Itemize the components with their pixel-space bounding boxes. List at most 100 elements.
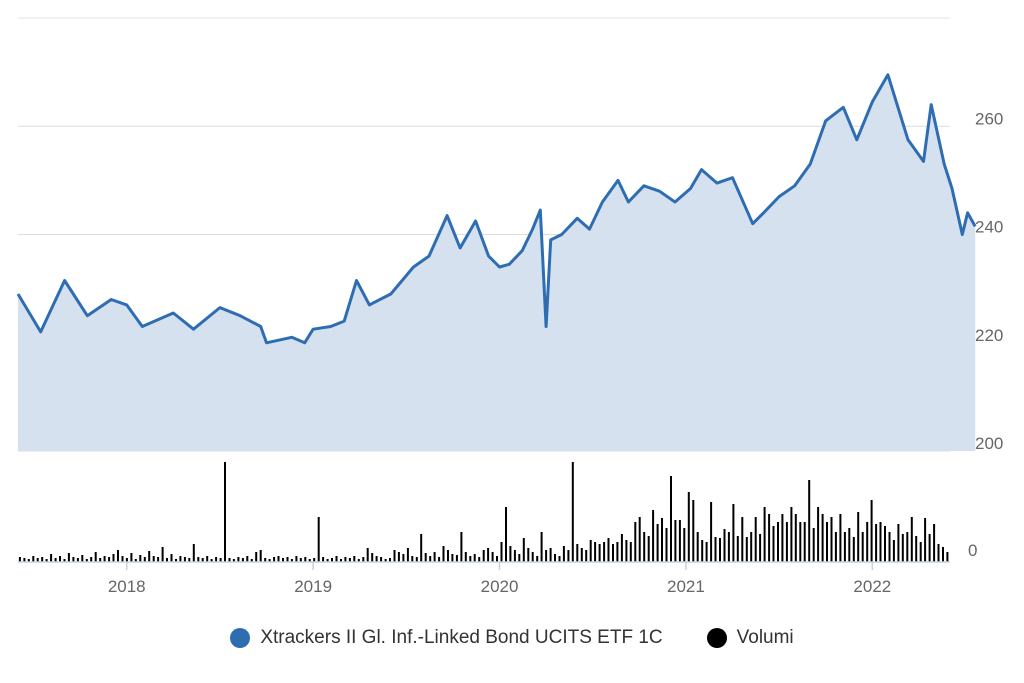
volume-bar [527, 548, 530, 562]
volume-bar [112, 554, 115, 562]
volume-bar [545, 550, 548, 562]
volume-bar [255, 552, 258, 562]
volume-bar [397, 552, 400, 562]
volume-bar [286, 557, 289, 562]
volume-bar [290, 559, 293, 562]
volume-bar [322, 557, 325, 562]
volume-bar [558, 556, 561, 562]
x-tick-label: 2022 [853, 577, 891, 596]
volume-bar [625, 540, 628, 562]
volume-bar [219, 558, 222, 562]
legend-item-etf[interactable]: Xtrackers II Gl. Inf.-Linked Bond UCITS … [230, 627, 663, 649]
volume-bar [870, 500, 873, 562]
volume-bar [27, 559, 30, 562]
volume-bar [661, 518, 663, 562]
volume-bar [866, 522, 869, 562]
x-tick-label: 2019 [294, 577, 332, 596]
volume-bar [781, 514, 784, 562]
x-axis: 2018 2019 2020 2021 2022 [108, 562, 891, 596]
price-tick-label: 260 [975, 109, 1003, 128]
volume-bar [585, 550, 588, 562]
volume-bar [741, 517, 744, 562]
volume-bar [348, 558, 351, 562]
volume-bar [362, 557, 365, 562]
volume-bar [192, 544, 195, 562]
volume-bar [670, 476, 672, 562]
volume-bar [785, 522, 788, 562]
volume-bar [32, 556, 35, 562]
volume-bar [81, 555, 84, 562]
volume-bar [415, 557, 418, 562]
volume-bar [946, 552, 949, 562]
volume-bar [937, 544, 940, 562]
volume-bar [268, 559, 271, 562]
volume-bar [380, 557, 383, 562]
volume-bar [554, 554, 556, 562]
volume-bar [531, 552, 534, 562]
volume-bar [366, 548, 369, 562]
price-y-axis: 200 220 240 260 [975, 109, 1003, 453]
volume-bar [576, 544, 579, 562]
volume-bar [505, 507, 507, 562]
volume-bar [264, 558, 267, 562]
volume-bar [884, 526, 886, 562]
volume-bar [892, 540, 895, 562]
volume-bar [701, 540, 704, 562]
volume-bar [304, 557, 307, 562]
volume-bar [237, 557, 240, 562]
volume-bar [549, 548, 552, 562]
volume-bar [812, 528, 815, 562]
price-area-fill [18, 74, 976, 452]
volume-bar [732, 504, 735, 562]
volume-bar [674, 520, 677, 562]
volume-bar [451, 554, 454, 562]
volume-bar [821, 514, 824, 562]
volume-bar [299, 558, 302, 562]
volume-bar [224, 462, 226, 562]
volume-bar [90, 557, 93, 562]
volume-bar [282, 558, 284, 562]
volume-bar [45, 559, 48, 562]
volume-bar [36, 558, 39, 562]
volume-bar [603, 542, 606, 562]
volume-bar [612, 544, 614, 562]
volume-bar [754, 517, 757, 562]
x-tick-label: 2021 [667, 577, 705, 596]
volume-bar [901, 534, 904, 562]
volume-bar [768, 514, 771, 562]
price-tick-label: 220 [975, 326, 1003, 345]
volume-bar [357, 559, 360, 562]
volume-bar [857, 512, 860, 562]
x-tick-label: 2018 [108, 577, 146, 596]
volume-bar [924, 518, 927, 562]
volume-bar [643, 532, 646, 562]
volume-bar [54, 558, 57, 562]
volume-bar [723, 529, 726, 562]
volume-bar [411, 556, 414, 562]
volume-bar [607, 538, 610, 562]
volume-bar [442, 546, 445, 562]
volume-bar [72, 557, 75, 562]
volume-bar [41, 557, 44, 562]
volume-bar [933, 524, 936, 562]
volume-bar [580, 548, 583, 562]
volume-bar [594, 542, 597, 562]
volume-bar [522, 538, 525, 562]
volume-bar [402, 554, 405, 562]
volume-bar [571, 462, 574, 562]
volume-bar [777, 522, 779, 562]
volume-bar [536, 556, 539, 562]
volume-bar [447, 550, 449, 562]
volume-bar [384, 559, 387, 562]
volume-bar [848, 528, 851, 562]
legend-item-volume[interactable]: Volumi [706, 627, 794, 649]
volume-bar [103, 556, 106, 562]
volume-bar [108, 557, 111, 562]
volume-bar [759, 534, 762, 562]
volume-bar [772, 526, 775, 562]
volume-bar [518, 554, 521, 562]
volume-bar [647, 536, 650, 562]
volume-bar [589, 540, 592, 562]
